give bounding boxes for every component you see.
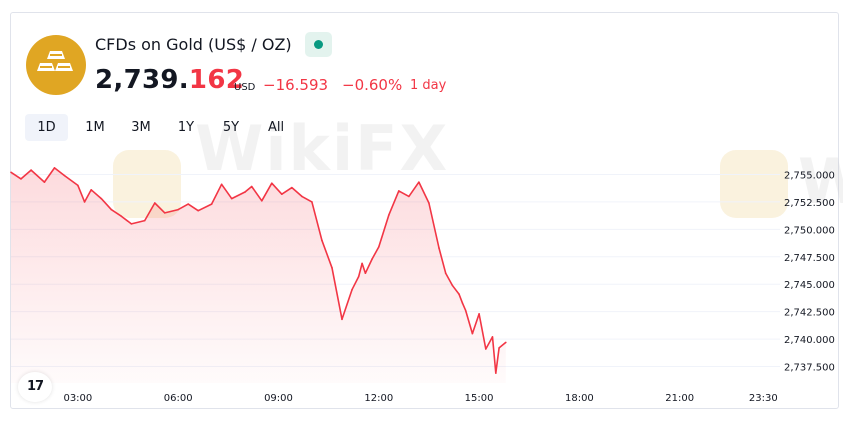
price-point <box>143 219 146 222</box>
price-point <box>321 239 323 242</box>
currency-label: USD <box>234 82 256 93</box>
x-tick-label: 03:00 <box>63 393 92 404</box>
y-tick-label: 2,752.500 <box>784 198 835 209</box>
price-point <box>341 318 343 321</box>
price-area-fill <box>11 167 506 383</box>
price-point <box>357 275 360 278</box>
price-point <box>270 182 273 185</box>
price-point <box>351 288 353 291</box>
price-point <box>260 200 263 202</box>
x-tick-label: 18:00 <box>565 393 594 404</box>
price-point <box>491 336 494 338</box>
price-point <box>331 266 333 269</box>
price-point <box>364 272 367 275</box>
range-button-5y[interactable]: 5Y <box>222 120 240 135</box>
price-point <box>471 332 474 335</box>
price-point <box>53 167 56 169</box>
price-point <box>130 223 133 225</box>
range-button-1y[interactable]: 1Y <box>177 120 195 135</box>
price-decimals: 162 <box>188 65 245 95</box>
price-point <box>120 215 123 217</box>
price-point <box>291 186 293 189</box>
price-change: −16.593 <box>263 76 329 94</box>
range-button-1d[interactable]: 1D <box>25 114 68 141</box>
price-point <box>230 197 233 200</box>
price-integer: 2,739. <box>95 65 189 95</box>
range-button-all[interactable]: All <box>267 120 285 135</box>
price-point <box>408 195 410 198</box>
price-point <box>100 197 103 200</box>
x-tick-label: 06:00 <box>164 393 193 404</box>
x-tick-label: 21:00 <box>665 393 694 404</box>
price-point <box>464 309 467 312</box>
price-point <box>371 258 373 260</box>
symbol-title[interactable]: CFDs on Gold (US$ / OZ) <box>95 35 292 54</box>
x-tick-label: 09:00 <box>264 393 293 404</box>
y-tick-label: 2,747.500 <box>784 253 835 264</box>
price-point <box>418 181 420 183</box>
change-period: 1 day <box>410 78 447 93</box>
price-point <box>484 348 487 350</box>
price-change-percent: −0.60% <box>342 76 403 94</box>
price-point <box>250 185 253 188</box>
price-point <box>90 189 93 191</box>
price-point <box>458 293 460 295</box>
price-point <box>444 272 447 275</box>
price-point <box>428 202 430 204</box>
price-point <box>438 247 440 249</box>
y-tick-label: 2,745.000 <box>784 280 835 291</box>
price-point <box>110 208 113 211</box>
price-point <box>244 191 246 193</box>
price-point <box>377 246 380 248</box>
price-point <box>461 302 464 304</box>
price-point <box>361 262 363 265</box>
price-point <box>398 190 400 192</box>
price-point <box>505 341 507 344</box>
market-status-badge[interactable] <box>305 32 332 57</box>
last-price: 2,739.162 <box>95 65 244 95</box>
price-point <box>164 212 166 214</box>
price-point <box>301 195 303 198</box>
price-point <box>63 174 66 177</box>
price-point <box>197 209 200 212</box>
price-point <box>281 193 283 196</box>
y-tick-label: 2,740.000 <box>784 335 835 346</box>
y-tick-label: 2,755.000 <box>784 170 835 181</box>
price-point <box>451 284 454 287</box>
range-button-1m[interactable]: 1M <box>85 120 105 135</box>
price-point <box>495 372 497 374</box>
price-point <box>83 201 86 203</box>
x-tick-label: 12:00 <box>364 393 393 404</box>
y-tick-label: 2,750.000 <box>784 225 835 236</box>
tradingview-logo-text: 17 <box>26 379 44 394</box>
price-point <box>498 347 500 349</box>
market-open-dot-icon <box>314 40 323 49</box>
price-point <box>77 184 79 187</box>
range-button-3m[interactable]: 3M <box>131 120 151 135</box>
price-point <box>311 201 313 203</box>
price-point <box>153 202 156 204</box>
y-tick-label: 2,742.500 <box>784 308 835 319</box>
price-point <box>10 171 12 174</box>
price-point <box>478 313 480 315</box>
price-point <box>187 203 190 205</box>
price-point <box>30 169 32 171</box>
price-point <box>20 178 22 180</box>
tradingview-logo-icon[interactable]: 17 <box>18 372 52 402</box>
price-point <box>210 203 213 205</box>
price-point <box>43 181 46 183</box>
x-tick-label: 15:00 <box>465 393 494 404</box>
price-point <box>388 214 390 216</box>
price-point <box>177 208 179 211</box>
y-tick-label: 2,737.500 <box>784 363 835 374</box>
gold-bars-icon <box>26 35 86 95</box>
x-tick-label: 23:30 <box>749 393 778 404</box>
price-point <box>220 183 223 186</box>
